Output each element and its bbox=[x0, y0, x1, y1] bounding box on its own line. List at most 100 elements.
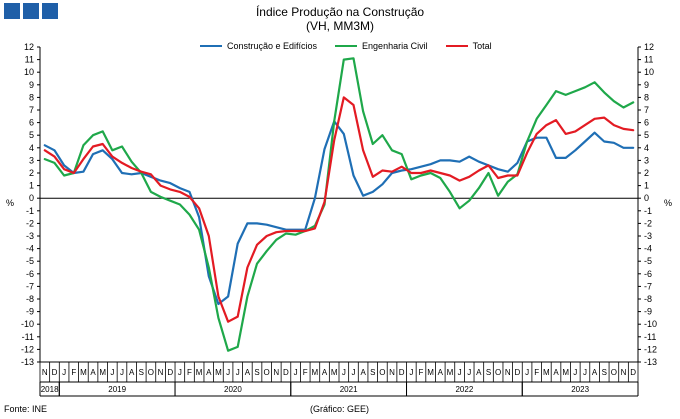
y-tick-label-right: -7 bbox=[644, 281, 652, 291]
y-tick-label-left: -1 bbox=[26, 206, 34, 216]
y-tick-label-left: -4 bbox=[26, 244, 34, 254]
y-tick-label-left: -13 bbox=[21, 357, 34, 367]
legend-label-total: Total bbox=[472, 41, 492, 51]
series-line-0 bbox=[43, 120, 635, 306]
x-tick-label: A bbox=[90, 368, 96, 377]
x-tick-label: A bbox=[553, 368, 559, 377]
x-tick-label: J bbox=[178, 368, 182, 377]
x-tick-label: F bbox=[534, 368, 539, 377]
x-tick-label: D bbox=[167, 368, 173, 377]
y-tick-label-right: -12 bbox=[644, 344, 657, 354]
y-axis-label-left: % bbox=[6, 198, 14, 208]
year-label: 2023 bbox=[571, 385, 589, 394]
y-tick-label-right: -2 bbox=[644, 218, 652, 228]
x-tick-label: M bbox=[447, 368, 454, 377]
y-tick-label-right: 0 bbox=[644, 193, 649, 203]
y-tick-label-right: 12 bbox=[644, 42, 654, 52]
x-tick-label: O bbox=[611, 368, 617, 377]
logo-block-1 bbox=[4, 3, 20, 19]
series-line-1 bbox=[43, 57, 635, 352]
y-tick-label-left: -5 bbox=[26, 256, 34, 266]
y-tick-label-right: 11 bbox=[644, 55, 653, 65]
x-tick-label: A bbox=[360, 368, 366, 377]
legend-swatch-total bbox=[445, 45, 468, 47]
x-tick-label: S bbox=[602, 368, 607, 377]
x-tick-label: N bbox=[505, 368, 511, 377]
x-tick-label: F bbox=[419, 368, 424, 377]
x-tick-label: O bbox=[379, 368, 385, 377]
y-tick-label-right: 2 bbox=[644, 168, 649, 178]
y-tick-label-right: -10 bbox=[644, 319, 657, 329]
y-tick-label-left: 2 bbox=[29, 168, 34, 178]
year-label: 2022 bbox=[455, 385, 473, 394]
x-tick-label: N bbox=[158, 368, 164, 377]
x-tick-label: J bbox=[294, 368, 298, 377]
y-tick-label-left: 4 bbox=[29, 143, 34, 153]
x-tick-label: D bbox=[399, 368, 405, 377]
y-tick-label-left: -3 bbox=[26, 231, 34, 241]
x-tick-label: F bbox=[187, 368, 192, 377]
chart-subtitle: (VH, MM3M) bbox=[306, 19, 374, 33]
y-axis-label-right: % bbox=[664, 198, 672, 208]
x-tick-label: O bbox=[148, 368, 154, 377]
x-tick-label: D bbox=[515, 368, 521, 377]
x-tick-label: M bbox=[427, 368, 434, 377]
legend-label-engenharia: Engenharia Civil bbox=[362, 41, 428, 51]
x-tick-label: A bbox=[245, 368, 251, 377]
chart-title: Índice Produção na Construção bbox=[255, 5, 425, 19]
y-tick-label-left: -12 bbox=[21, 344, 34, 354]
year-label: 2019 bbox=[108, 385, 126, 394]
y-tick-label-left: 1 bbox=[29, 181, 34, 191]
x-tick-label: J bbox=[236, 368, 240, 377]
footer-source: Fonte: INE bbox=[4, 404, 48, 414]
y-tick-label-left: 3 bbox=[29, 155, 34, 165]
y-tick-label-left: 12 bbox=[24, 42, 34, 52]
y-tick-label-right: -6 bbox=[644, 269, 652, 279]
y-tick-label-left: 10 bbox=[24, 67, 34, 77]
y-tick-label-left: -11 bbox=[22, 332, 34, 342]
x-tick-label: S bbox=[139, 368, 144, 377]
y-tick-label-right: 10 bbox=[644, 67, 654, 77]
y-tick-label-left: -10 bbox=[21, 319, 34, 329]
x-tick-label: S bbox=[370, 368, 375, 377]
y-tick-label-right: -13 bbox=[644, 357, 657, 367]
x-tick-label: A bbox=[438, 368, 444, 377]
legend: Construção e Edifícios Engenharia Civil … bbox=[200, 41, 492, 51]
x-tick-label: S bbox=[254, 368, 259, 377]
x-tick-label: J bbox=[467, 368, 471, 377]
y-tick-label-right: 1 bbox=[644, 181, 649, 191]
x-tick-label: M bbox=[80, 368, 87, 377]
y-tick-label-left: -7 bbox=[26, 281, 34, 291]
x-tick-label: J bbox=[573, 368, 577, 377]
legend-swatch-construcao bbox=[200, 45, 222, 47]
x-tick-label: M bbox=[215, 368, 222, 377]
legend-item-total: Total bbox=[445, 41, 492, 51]
x-tick-label: M bbox=[99, 368, 106, 377]
y-tick-label-right: -3 bbox=[644, 231, 652, 241]
y-tick-label-left: 0 bbox=[29, 193, 34, 203]
x-tick-label: J bbox=[226, 368, 230, 377]
y-tick-label-right: 7 bbox=[644, 105, 649, 115]
y-tick-label-left: -8 bbox=[26, 294, 34, 304]
x-tick-label: A bbox=[476, 368, 482, 377]
x-tick-label: J bbox=[525, 368, 529, 377]
y-tick-label-left: -6 bbox=[26, 269, 34, 279]
y-tick-label-left: 9 bbox=[29, 80, 34, 90]
x-tick-label: A bbox=[592, 368, 598, 377]
legend-label-construcao: Construção e Edifícios bbox=[227, 41, 318, 51]
x-tick-label: A bbox=[322, 368, 328, 377]
footer-credit: (Gráfico: GEE) bbox=[310, 404, 370, 414]
x-tick-label: A bbox=[129, 368, 135, 377]
x-tick-label: O bbox=[264, 368, 270, 377]
y-tick-label-left: 11 bbox=[25, 55, 34, 65]
y-tick-label-left: 5 bbox=[29, 130, 34, 140]
year-label: 2018 bbox=[41, 385, 59, 394]
x-tick-label: N bbox=[621, 368, 627, 377]
x-tick-label: F bbox=[71, 368, 76, 377]
y-tick-label-right: 5 bbox=[644, 130, 649, 140]
y-tick-label-left: 6 bbox=[29, 118, 34, 128]
x-tick-label: M bbox=[562, 368, 569, 377]
y-tick-label-right: -5 bbox=[644, 256, 652, 266]
x-tick-label: J bbox=[62, 368, 66, 377]
